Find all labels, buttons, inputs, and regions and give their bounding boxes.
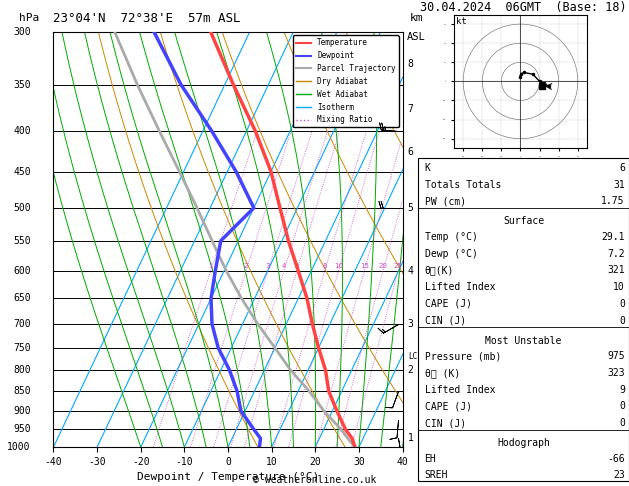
Text: 9: 9 xyxy=(619,384,625,395)
Text: PW (cm): PW (cm) xyxy=(425,196,465,207)
Text: CAPE (J): CAPE (J) xyxy=(425,401,472,412)
Text: 0: 0 xyxy=(619,316,625,326)
Text: Dewp (°C): Dewp (°C) xyxy=(425,248,477,259)
Text: 1: 1 xyxy=(408,434,414,443)
Text: 8: 8 xyxy=(408,59,414,69)
Text: 20: 20 xyxy=(379,263,387,269)
Text: 400: 400 xyxy=(13,126,31,136)
Text: km: km xyxy=(409,13,423,23)
Text: 31: 31 xyxy=(613,180,625,190)
Text: 600: 600 xyxy=(13,266,31,276)
Text: Pressure (mb): Pressure (mb) xyxy=(425,351,501,361)
Text: Lifted Index: Lifted Index xyxy=(425,384,495,395)
X-axis label: Dewpoint / Temperature (°C): Dewpoint / Temperature (°C) xyxy=(137,472,319,483)
Text: -66: -66 xyxy=(607,453,625,464)
Text: K: K xyxy=(425,163,430,173)
Text: 300: 300 xyxy=(13,27,31,36)
Text: 29.1: 29.1 xyxy=(601,232,625,242)
Text: 3: 3 xyxy=(265,263,270,269)
Text: 850: 850 xyxy=(13,386,31,396)
Text: © weatheronline.co.uk: © weatheronline.co.uk xyxy=(253,475,376,485)
Text: Lifted Index: Lifted Index xyxy=(425,282,495,292)
Text: 3: 3 xyxy=(408,319,414,329)
Text: 500: 500 xyxy=(13,203,31,213)
Text: SREH: SREH xyxy=(425,470,448,480)
Text: 30.04.2024  06GMT  (Base: 18): 30.04.2024 06GMT (Base: 18) xyxy=(420,1,626,14)
Text: 4: 4 xyxy=(408,266,414,276)
Text: ASL: ASL xyxy=(407,32,426,42)
Text: 5: 5 xyxy=(294,263,299,269)
Text: Temp (°C): Temp (°C) xyxy=(425,232,477,242)
Text: hPa: hPa xyxy=(19,13,39,23)
Text: θᴄ (K): θᴄ (K) xyxy=(425,368,460,378)
Text: 8: 8 xyxy=(323,263,327,269)
Text: Most Unstable: Most Unstable xyxy=(486,336,562,346)
Text: LCL: LCL xyxy=(408,352,421,361)
Text: kt: kt xyxy=(455,17,466,26)
Text: G Mixing Ratio (g/kg): G Mixing Ratio (g/kg) xyxy=(433,191,442,288)
Text: 10: 10 xyxy=(613,282,625,292)
FancyBboxPatch shape xyxy=(418,158,629,481)
Text: 1000: 1000 xyxy=(8,442,31,452)
Text: 975: 975 xyxy=(607,351,625,361)
Text: 7.2: 7.2 xyxy=(607,248,625,259)
Text: 23°04'N  72°38'E  57m ASL: 23°04'N 72°38'E 57m ASL xyxy=(53,12,241,25)
Text: 2: 2 xyxy=(408,365,414,375)
Text: 0: 0 xyxy=(619,299,625,309)
Text: 15: 15 xyxy=(360,263,369,269)
Text: 900: 900 xyxy=(13,406,31,416)
Text: CIN (J): CIN (J) xyxy=(425,418,465,428)
Text: 25: 25 xyxy=(394,263,403,269)
Text: 350: 350 xyxy=(13,80,31,90)
Text: Totals Totals: Totals Totals xyxy=(425,180,501,190)
Text: 6: 6 xyxy=(408,147,414,157)
Text: 2: 2 xyxy=(244,263,248,269)
Text: CAPE (J): CAPE (J) xyxy=(425,299,472,309)
Text: 4: 4 xyxy=(282,263,286,269)
Text: 0: 0 xyxy=(619,401,625,412)
Text: Hodograph: Hodograph xyxy=(497,438,550,448)
Text: 650: 650 xyxy=(13,294,31,303)
Text: 450: 450 xyxy=(13,167,31,176)
Text: 800: 800 xyxy=(13,365,31,375)
Text: 323: 323 xyxy=(607,368,625,378)
Text: θᴄ(K): θᴄ(K) xyxy=(425,265,454,275)
Text: 1.75: 1.75 xyxy=(601,196,625,207)
Text: 5: 5 xyxy=(408,203,414,213)
Text: 1: 1 xyxy=(208,263,213,269)
Text: 321: 321 xyxy=(607,265,625,275)
Text: 950: 950 xyxy=(13,424,31,434)
Text: 700: 700 xyxy=(13,319,31,329)
Text: 10: 10 xyxy=(334,263,343,269)
Text: 23: 23 xyxy=(613,470,625,480)
Legend: Temperature, Dewpoint, Parcel Trajectory, Dry Adiabat, Wet Adiabat, Isotherm, Mi: Temperature, Dewpoint, Parcel Trajectory… xyxy=(292,35,399,127)
Text: CIN (J): CIN (J) xyxy=(425,316,465,326)
Text: EH: EH xyxy=(425,453,437,464)
Text: 550: 550 xyxy=(13,236,31,246)
Text: 750: 750 xyxy=(13,343,31,353)
Text: Surface: Surface xyxy=(503,216,544,226)
Text: 0: 0 xyxy=(619,418,625,428)
Text: 7: 7 xyxy=(408,104,414,114)
Text: 6: 6 xyxy=(619,163,625,173)
